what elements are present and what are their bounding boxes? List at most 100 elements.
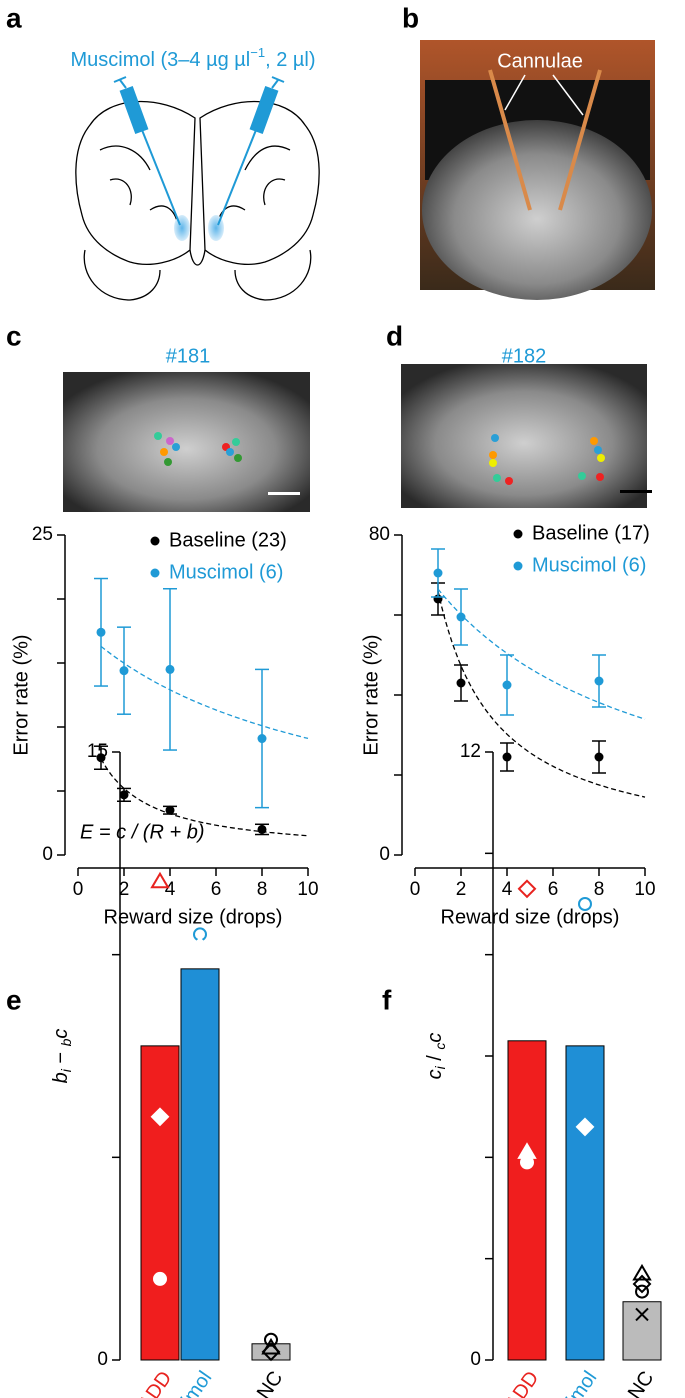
category-label: NC [253, 1367, 288, 1398]
y-axis-label-part: / [424, 1050, 446, 1067]
point [578, 897, 592, 911]
x-tick-label: 4 [165, 879, 176, 900]
point [456, 678, 466, 688]
annotation: E = c / (R + b) [80, 821, 204, 843]
y-axis-label-part: b [50, 1072, 72, 1083]
bar [180, 968, 220, 1361]
y-axis-label-part: c [424, 1033, 446, 1043]
point [575, 1117, 595, 1137]
x-tick-label: 8 [257, 879, 268, 900]
legend-label: Baseline (23) [169, 529, 287, 551]
point [594, 676, 604, 686]
panel-label: b [402, 2, 419, 33]
point [632, 1274, 652, 1294]
point [150, 871, 170, 889]
category-label: DREADD [477, 1367, 543, 1398]
panel-a-title: Muscimol (3–4 µg µl−1, 2 µl) [70, 45, 315, 71]
point [165, 805, 175, 815]
bar [507, 1040, 547, 1361]
y-tick-label: 0 [379, 844, 390, 865]
x-tick-label: 4 [502, 879, 513, 900]
point [257, 824, 267, 834]
y-tick-label: 0 [42, 844, 53, 865]
x-tick-label: 2 [456, 879, 467, 900]
category-label: Muscimol [535, 1367, 601, 1398]
bar [622, 1301, 662, 1361]
y-tick-label: 0 [470, 1349, 481, 1370]
cannulae-label: Cannulae [497, 50, 583, 72]
panel-label: a [6, 2, 22, 33]
legend-label: Muscimol (6) [532, 554, 646, 576]
y-axis-label-part: i [432, 1065, 448, 1069]
y-tick-label: 80 [369, 524, 390, 545]
x-tick-label: 0 [73, 879, 84, 900]
y-tick-label: 12 [460, 741, 481, 762]
point [165, 664, 175, 674]
point [119, 666, 129, 676]
panel-label: e [6, 984, 22, 1015]
scale-bar [620, 490, 652, 493]
x-axis-label: Reward size (drops) [104, 906, 283, 928]
panel-label: d [386, 320, 403, 351]
title-part: Muscimol (3–4 µg µl [70, 49, 250, 71]
subtitle: #182 [502, 345, 547, 367]
y-axis-label: Error rate (%) [10, 634, 32, 755]
y-tick-label: 25 [32, 524, 53, 545]
point [502, 752, 512, 762]
point [96, 627, 106, 637]
x-tick-label: 2 [119, 879, 130, 900]
point [520, 1155, 534, 1170]
point [433, 568, 443, 578]
x-tick-label: 6 [211, 879, 222, 900]
fit-curve [437, 590, 646, 798]
electrode-markers [489, 434, 605, 485]
y-tick-label: 0 [97, 1349, 108, 1370]
brain-drawing [75, 100, 320, 301]
point [635, 1307, 649, 1322]
mri-image [422, 120, 652, 300]
point [632, 1263, 652, 1281]
syringes [113, 76, 285, 226]
y-axis-label-part: c [432, 1043, 448, 1050]
legend-label: Muscimol (6) [169, 561, 283, 583]
point [635, 1284, 649, 1299]
electrode-markers [154, 432, 242, 466]
x-tick-label: 8 [594, 879, 605, 900]
point [502, 680, 512, 690]
fit-curve [100, 758, 309, 837]
point [261, 1342, 281, 1362]
cannulae [488, 69, 602, 211]
label-pointer [504, 74, 584, 116]
y-axis-label-part: − [50, 1046, 72, 1069]
bar [565, 1045, 605, 1361]
bar [140, 1045, 180, 1361]
legend-marker [150, 568, 160, 578]
x-axis-label: Reward size (drops) [441, 906, 620, 928]
y-axis-label-part: b [58, 1038, 74, 1046]
title-superscript: −1 [250, 45, 265, 60]
legend-marker [513, 529, 523, 539]
point [150, 1107, 170, 1127]
mri-image [63, 372, 310, 512]
point [96, 753, 106, 763]
point [190, 937, 210, 956]
fit-curve [100, 645, 309, 740]
point [517, 879, 537, 899]
y-axis-label: bi − bc [50, 1029, 73, 1084]
point [594, 752, 604, 762]
category-label: NC [624, 1367, 659, 1398]
y-axis-label-part: i [58, 1068, 74, 1072]
point [264, 1332, 278, 1347]
category-label: DREADD [110, 1367, 176, 1398]
point [456, 612, 466, 622]
scale-bar [268, 492, 300, 495]
point [257, 734, 267, 744]
subtitle: #181 [166, 345, 211, 367]
injection-site [208, 215, 224, 241]
y-tick-label: 15 [87, 741, 108, 762]
legend-marker [513, 561, 523, 571]
mri-image [401, 364, 647, 508]
title-part: , 2 µl) [265, 49, 315, 71]
x-tick-label: 0 [410, 879, 421, 900]
